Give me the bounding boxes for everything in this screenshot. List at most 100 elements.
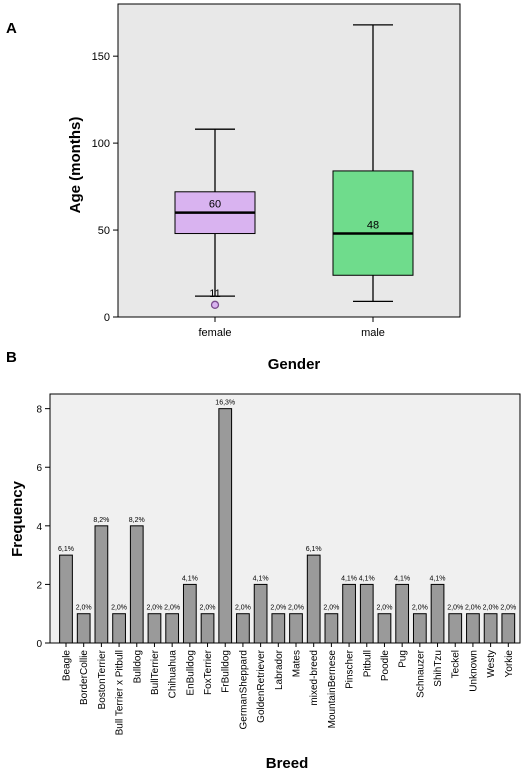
x-tick-label: Chihuahua [168,650,179,699]
x-tick-label: Unknown [468,650,479,692]
y-tick-label: 0 [36,639,42,650]
x-tick-label: Schnauzer [415,649,426,697]
boxplot-chart: 0 50 100 150 60 11 female 48 male Gender Age (mont… [67,3,461,373]
data-label: 2,0% [235,605,251,612]
data-label: 6,1% [306,546,322,553]
x-tick-label: Poodle [380,650,391,682]
x-tick-label: EnBulldog [185,650,196,696]
x-tick-label: Labrador [274,649,285,690]
y-tick-label: 4 [36,522,42,533]
x-tick-label: BostonTerrier [97,649,108,709]
data-label: 2,0% [465,605,481,612]
y-axis-title: Age (months) [67,117,84,214]
data-label: 4,1% [359,575,375,582]
bar-Mates [289,613,303,644]
y-tick-label: 50 [98,225,110,237]
x-tick-label: Bull Terrier x Pitbull [115,650,126,735]
bar-Poodle [377,613,392,644]
bar-Pug [395,583,410,644]
x-axis-title: Breed [266,755,309,772]
data-label: 6,1% [58,546,74,553]
bar-FoxTerrier [200,613,215,644]
data-label: 16,3% [215,400,235,407]
bar-EnBulldog [182,583,197,644]
bar-ShihTzu [430,583,445,644]
data-label: 2,0% [483,605,499,612]
x-tick-label: Pug [398,650,409,668]
bar-mixed-breed [306,554,321,644]
bar-Schnauzer [412,613,427,644]
y-axis-title: Frequency [9,480,26,557]
x-tick-label: ShihTzu [433,650,444,687]
data-label: 4,1% [182,575,198,582]
data-label: 2,0% [76,605,92,612]
x-tick-label: Mates [292,650,303,677]
x-tick-label: mixed-breed [309,650,320,706]
x-tick-label: Yorkie [504,650,515,678]
x-tick-label: GoldenRetriever [256,649,267,722]
data-label: 2,0% [500,605,516,612]
x-tick-label: Pitbull [362,650,373,677]
data-label: 2,0% [412,605,428,612]
x-tick-label: BullTerrier [150,649,161,695]
x-tick-label: male [361,327,385,339]
bar-Yorkie [501,613,516,644]
bar-GoldenRetriever [253,583,268,644]
x-tick-label: GermanSheppard [238,650,249,730]
bar-BullTerrier [147,613,162,644]
bar-Labrador [271,613,286,644]
bar-Teckel [448,613,463,644]
data-label: 8,2% [93,517,109,524]
data-label: 2,0% [270,605,286,612]
median-label: 48 [367,220,379,232]
data-label: 4,1% [253,575,269,582]
data-label: 4,1% [394,575,410,582]
bar-BorderCollie [76,613,91,644]
x-tick-label: Bulldog [132,650,143,683]
x-tick-label: Westy [486,650,497,678]
bar-Pinscher [342,583,356,644]
bar-Bulldog [129,525,144,644]
x-tick-label: Pinscher [345,649,356,689]
data-label: 2,0% [323,605,339,612]
x-tick-label: Beagle [62,650,73,682]
data-label: 2,0% [288,605,304,612]
data-label: 4,1% [430,575,446,582]
x-tick-label: BorderCollie [79,650,90,705]
box-male [332,170,414,276]
bar-GermanSheppard [236,613,250,644]
bar-Beagle [59,554,73,644]
outlier-point [210,300,220,309]
median-label: 60 [209,199,221,211]
bar-FrBulldog [218,408,233,644]
bar-Unknown [466,613,480,644]
y-tick-label: 0 [104,312,110,324]
data-label: 8,2% [129,517,145,524]
data-label: 2,0% [111,605,127,612]
bar-chart: 0 2 4 6 8 6,1% Beagle 2,0% BorderCollie 8,2% Bosto… [9,393,521,772]
x-tick-label: female [198,327,231,339]
bar-Bull Terrier x Pitbull [112,613,126,644]
x-tick-label: FoxTerrier [203,649,214,695]
data-label: 4,1% [341,575,357,582]
bar-MountainBernese [324,613,339,644]
bar-Pitbull [359,583,374,644]
outlier-label: 11 [209,288,220,300]
y-tick-label: 100 [92,138,110,150]
y-tick-label: 6 [36,463,42,474]
data-label: 2,0% [200,605,216,612]
data-label: 2,0% [447,605,463,612]
data-label: 2,0% [164,605,180,612]
y-tick-label: 8 [36,405,42,416]
data-label: 2,0% [146,605,162,612]
x-tick-label: Teckel [451,650,462,678]
x-tick-label: MountainBernese [327,650,338,729]
x-axis-title: Gender [268,356,321,373]
y-tick-label: 150 [92,51,110,63]
bar-BostonTerrier [94,525,109,644]
data-label: 2,0% [376,605,392,612]
panel-label-a: A [6,20,17,37]
x-tick-label: FrBulldog [221,650,232,693]
y-tick-label: 2 [36,580,42,591]
